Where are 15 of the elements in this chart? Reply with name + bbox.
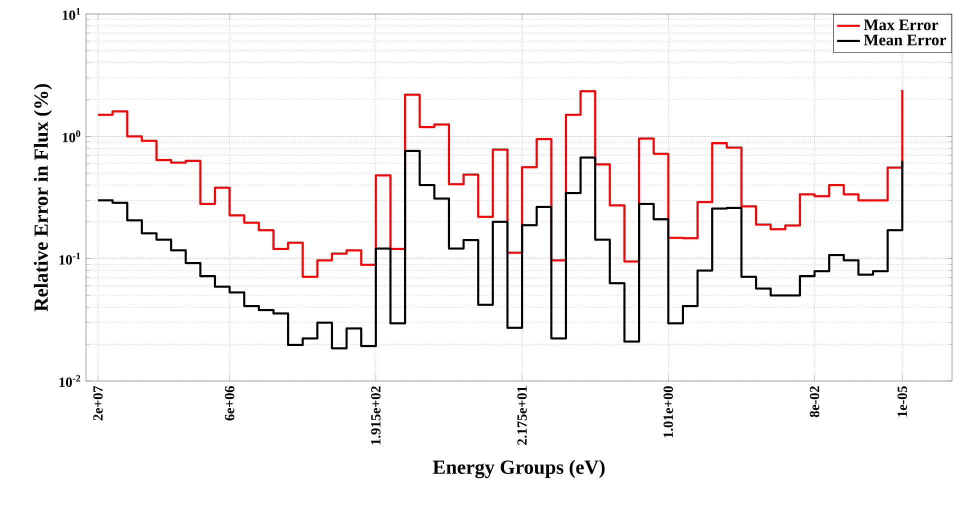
legend-label: Max Error (864, 20, 938, 30)
x-tick-label: 1.01e+00 (664, 386, 674, 438)
x-tick-label: 1.915e+02 (371, 386, 381, 444)
x-tick-label: 2e+07 (93, 386, 103, 420)
x-tick-label: 8e-02 (810, 386, 820, 418)
x-tick-label: 2.175e+01 (517, 386, 527, 445)
x-tick-label: 1e-05 (898, 386, 908, 416)
y-tick-label: 10$^{-1}$ (60, 252, 80, 265)
legend-label: Mean Error (864, 34, 946, 46)
y-tick-label: 10$^{1}$ (62, 8, 80, 20)
x-tick-label: 6e+06 (224, 386, 234, 420)
y-tick-label: 10$^{-2}$ (60, 375, 80, 387)
y-axis-title: Relative Error in Flux (%) (34, 84, 52, 312)
x-axis-title: Energy Groups (eV) (432, 460, 605, 478)
y-tick-label: 10$^{0}$ (62, 130, 80, 142)
